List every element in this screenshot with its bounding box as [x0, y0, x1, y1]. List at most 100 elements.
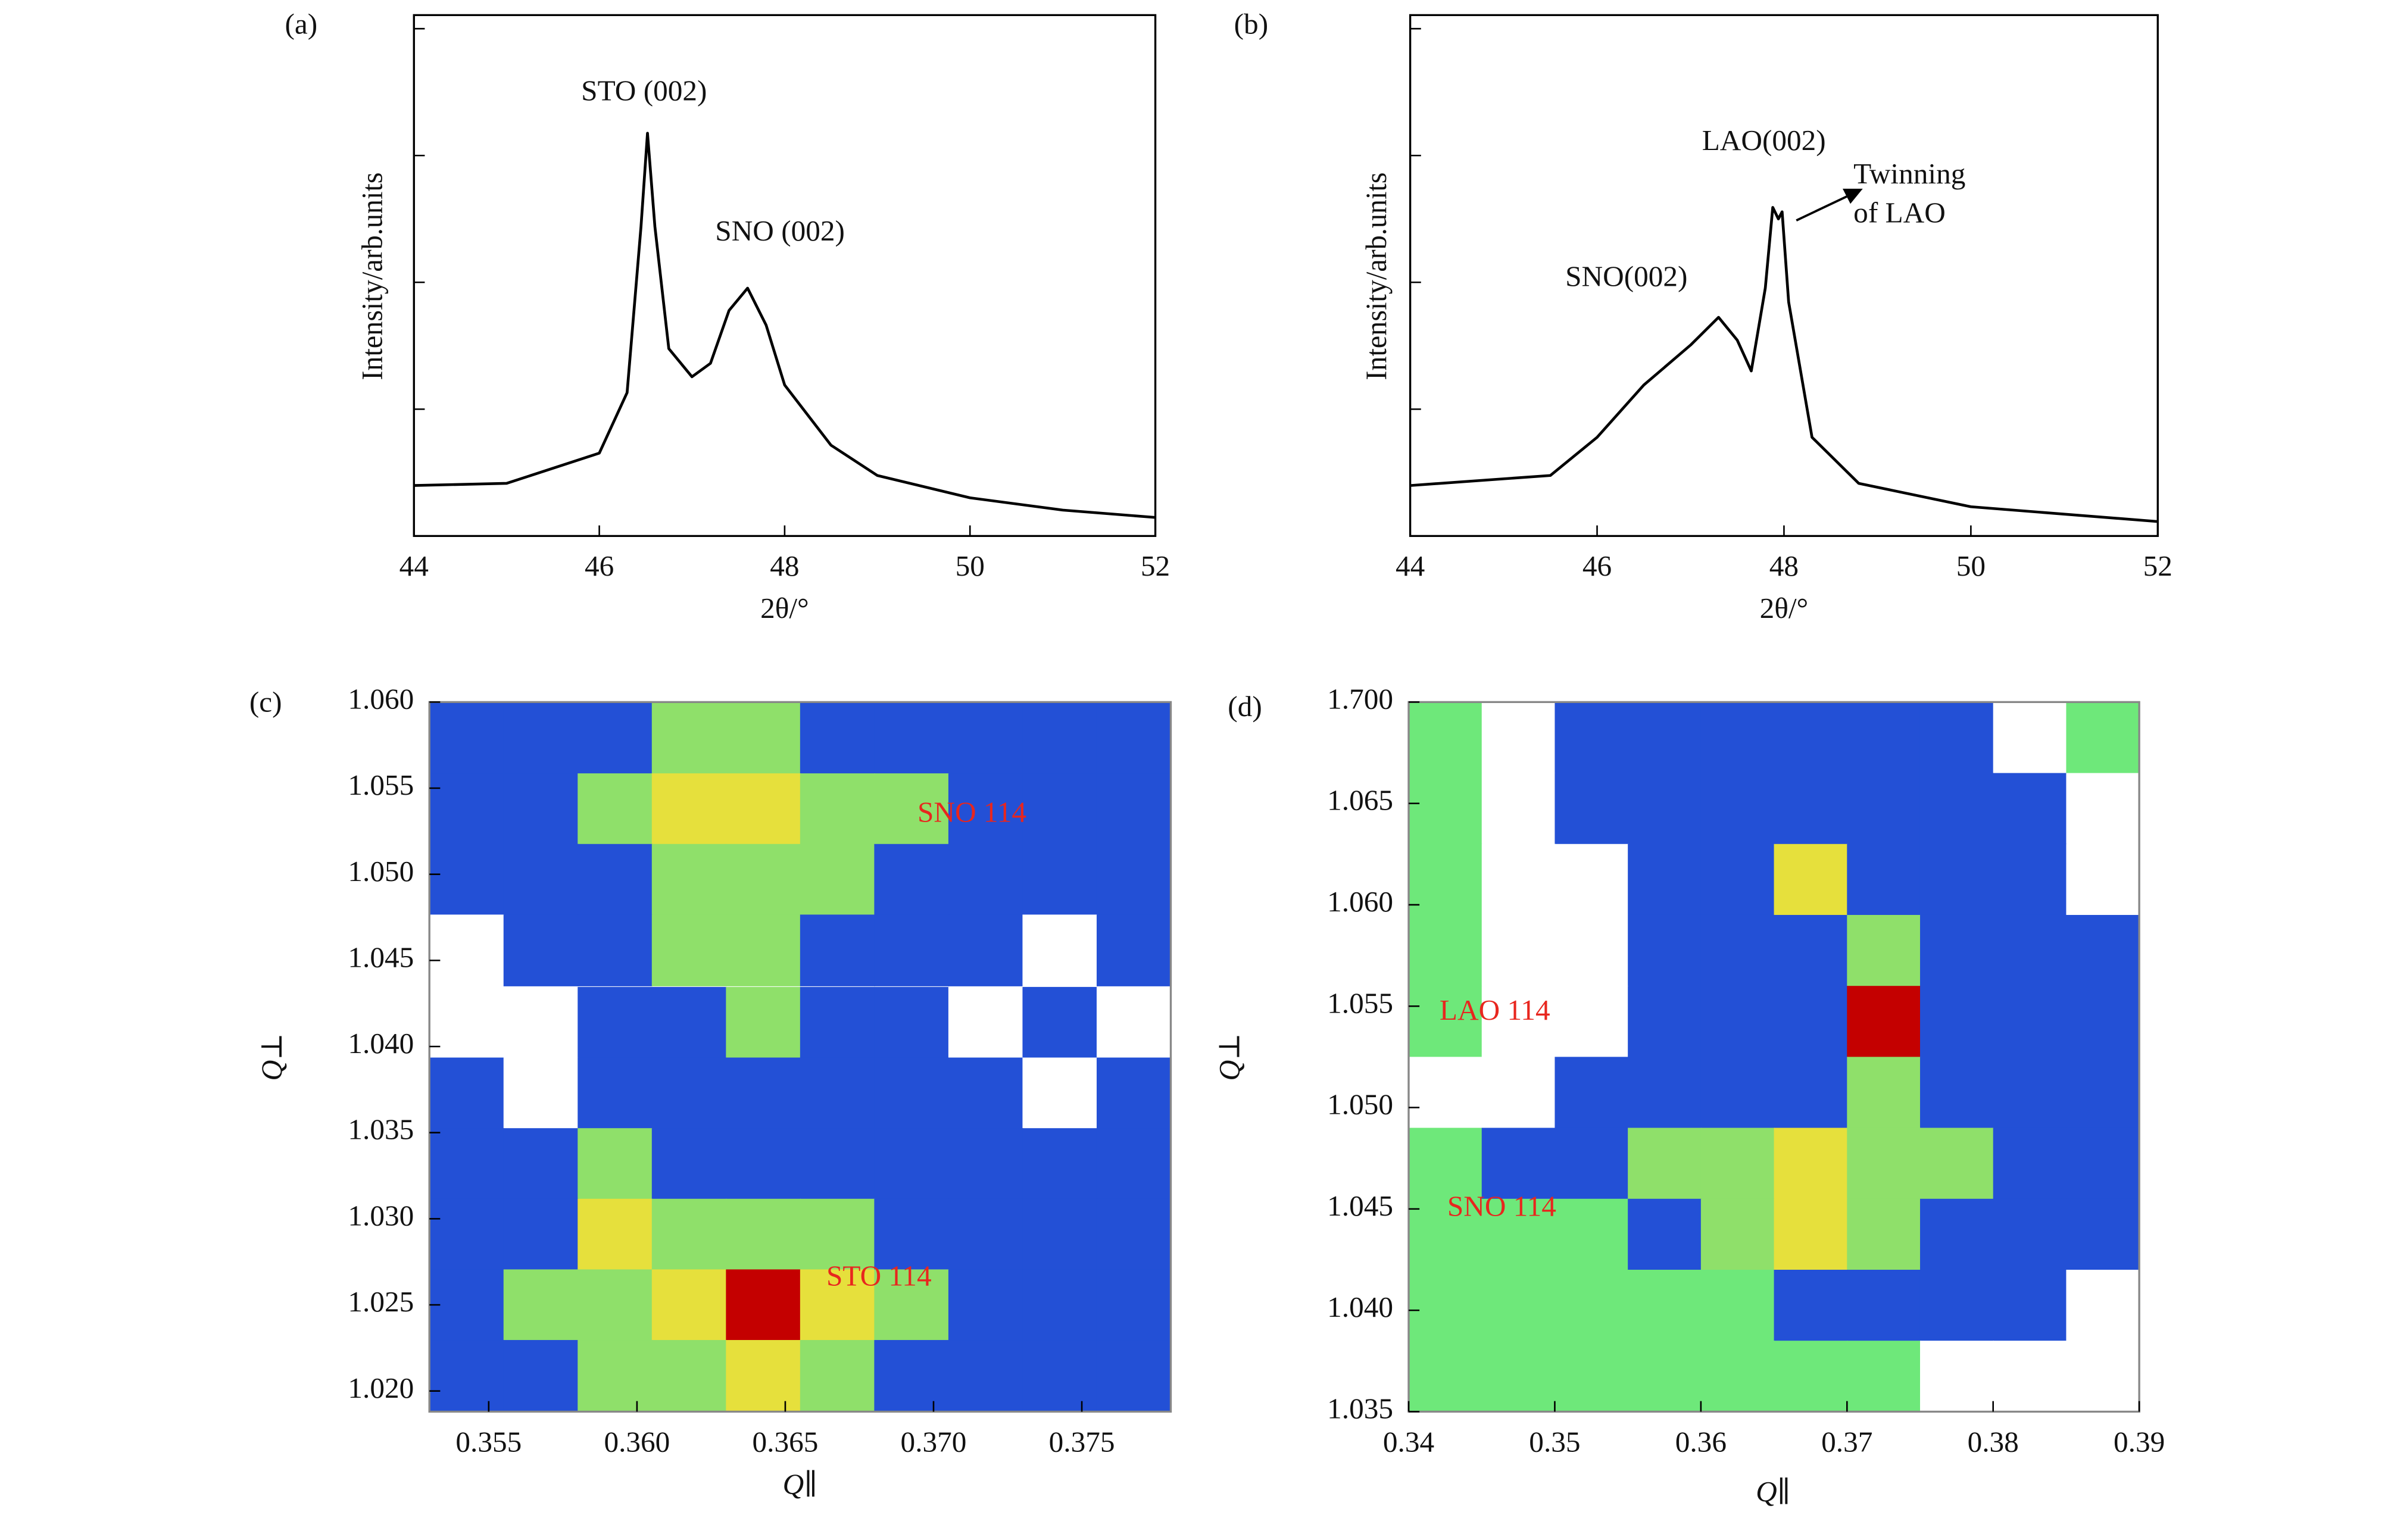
intensity-cell: [578, 1269, 653, 1341]
intensity-cell: [503, 914, 579, 986]
intensity-cell: [429, 914, 505, 986]
intensity-cell: [1481, 1198, 1556, 1271]
panel-label: (a): [285, 8, 318, 40]
intensity-cell: [800, 1269, 875, 1341]
intensity-cell: [1628, 1127, 1702, 1200]
intensity-cell: [1700, 702, 1775, 774]
intensity-cell: [1022, 1128, 1098, 1200]
intensity-cell: [651, 844, 727, 916]
intensity-cell: [578, 914, 653, 986]
intensity-cell: [1700, 1198, 1775, 1271]
intensity-cell: [1993, 1198, 2067, 1271]
intensity-cell: [651, 1269, 727, 1341]
intensity-cell: [578, 844, 653, 916]
intensity-cell: [1628, 773, 1702, 845]
intensity-cell: [578, 986, 653, 1059]
x-tick-label: 50: [1956, 551, 1986, 582]
intensity-cell: [1774, 986, 1848, 1058]
intensity-cell: [1409, 914, 1483, 987]
intensity-cell: [1096, 844, 1172, 916]
intensity-cell: [1628, 986, 1702, 1058]
intensity-cell: [1409, 773, 1483, 845]
intensity-cell: [726, 702, 801, 774]
intensity-cell: [1555, 1127, 1629, 1200]
intensity-cell: [578, 702, 653, 774]
intensity-cell: [1919, 1127, 1994, 1200]
x-tick-label: 50: [956, 551, 985, 582]
intensity-cell: [874, 914, 950, 986]
plot-frame: [428, 701, 1172, 1413]
intensity-cell: [800, 1340, 875, 1412]
annotation: STO (002): [581, 75, 707, 107]
intensity-cell: [726, 1128, 801, 1200]
y-tick-label: 1.035: [1327, 1393, 1393, 1425]
intensity-cell: [503, 1340, 579, 1412]
intensity-cell: [1919, 844, 1994, 916]
intensity-curve: [1410, 206, 2158, 523]
intensity-cell: [1481, 1341, 1556, 1413]
intensity-cell: [429, 1128, 505, 1200]
intensity-cell: [1993, 1341, 2067, 1413]
intensity-cell: [726, 844, 801, 916]
intensity-cell: [1096, 773, 1172, 845]
intensity-cell: [1774, 914, 1848, 987]
annotation: of LAO: [1853, 197, 1946, 229]
intensity-cell: [1919, 1341, 1994, 1413]
intensity-cell: [800, 773, 875, 845]
intensity-cell: [1919, 1198, 1994, 1271]
intensity-cell: [800, 1198, 875, 1271]
intensity-cell: [1847, 1341, 1921, 1413]
intensity-cell: [1774, 702, 1848, 774]
intensity-cell: [1022, 1340, 1098, 1412]
intensity-cell: [1555, 1341, 1629, 1413]
intensity-cell: [651, 1198, 727, 1271]
intensity-cell: [1409, 1270, 1483, 1342]
intensity-cell: [948, 986, 1023, 1059]
intensity-cell: [1847, 773, 1921, 845]
intensity-cell: [1628, 1341, 1702, 1413]
x-tick-label: 44: [399, 551, 429, 582]
intensity-cell: [2066, 914, 2140, 987]
intensity-cell: [503, 773, 579, 845]
intensity-cell: [948, 844, 1023, 916]
intensity-cell: [1628, 1270, 1702, 1342]
y-tick-label: 1.020: [348, 1372, 414, 1404]
intensity-cell: [1409, 844, 1483, 916]
intensity-cell: [1700, 914, 1775, 987]
intensity-cell: [1700, 844, 1775, 916]
intensity-cell: [726, 1269, 801, 1341]
intensity-cell: [1628, 1057, 1702, 1129]
y-tick-label: 1.055: [1327, 988, 1393, 1019]
intensity-cell: [1022, 986, 1098, 1059]
intensity-cell: [2066, 844, 2140, 916]
intensity-cell: [1919, 702, 1994, 774]
intensity-cell: [1409, 1127, 1483, 1200]
intensity-cell: [651, 914, 727, 986]
intensity-cell: [429, 702, 505, 774]
x-axis-label: Q∥: [783, 1469, 817, 1500]
intensity-cell: [1700, 1270, 1775, 1342]
intensity-cell: [1481, 1270, 1556, 1342]
intensity-cell: [1481, 1057, 1556, 1129]
intensity-cell: [1993, 1057, 2067, 1129]
y-tick-label: 1.700: [1327, 683, 1393, 715]
intensity-cell: [1555, 702, 1629, 774]
intensity-cell: [1700, 1057, 1775, 1129]
intensity-cell: [874, 1340, 950, 1412]
intensity-cell: [651, 1057, 727, 1130]
panel: 0.34 0.35 0.36 0.37 0.38 0.39 1.035 1.040 1.045 1…: [1213, 683, 2165, 1508]
intensity-cell: [1993, 844, 2067, 916]
intensity-cell: [874, 1057, 950, 1130]
intensity-cell: [578, 1057, 653, 1130]
plot-frame: [413, 14, 1157, 538]
y-tick-label: 1.040: [1327, 1292, 1393, 1323]
intensity-cell: [874, 1269, 950, 1341]
intensity-cell: [1628, 702, 1702, 774]
annotation-arrowhead: [1843, 189, 1863, 204]
intensity-cell: [578, 1198, 653, 1271]
intensity-cell: [1628, 844, 1702, 916]
intensity-cell: [1993, 773, 2067, 845]
intensity-cell: [651, 986, 727, 1059]
intensity-cell: [2066, 1341, 2140, 1413]
